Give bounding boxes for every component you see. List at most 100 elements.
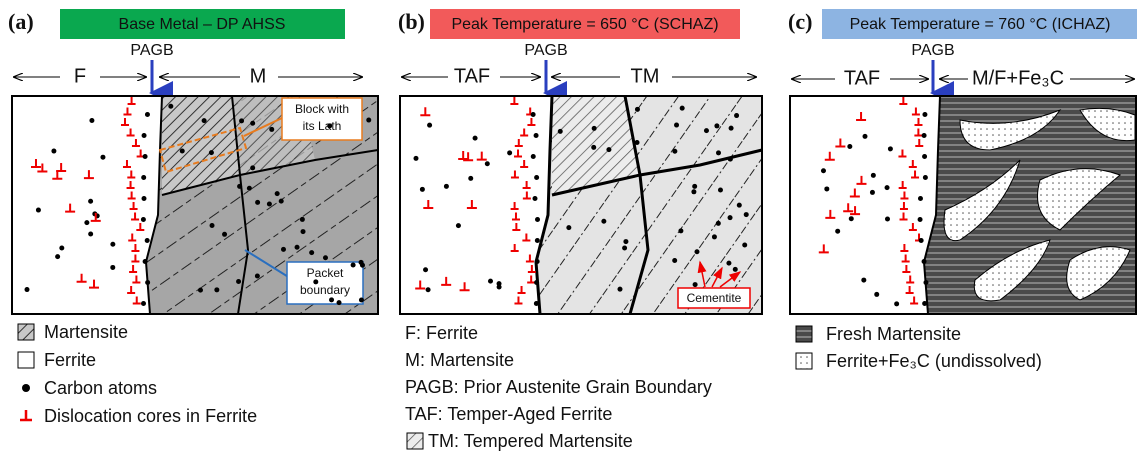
carbon-atom — [728, 215, 733, 220]
carbon-atom — [110, 265, 115, 270]
callout: Packet — [307, 266, 344, 280]
legend-label: Martensite — [44, 322, 128, 342]
carbon-atom — [617, 287, 622, 292]
carbon-atom — [737, 203, 742, 208]
legend-label: M: Martensite — [405, 350, 514, 370]
zone-label: M — [250, 65, 267, 87]
carbon-atom — [824, 186, 829, 191]
carbon-atom — [255, 273, 260, 278]
legend-label: Fresh Martensite — [826, 324, 961, 344]
zone-label: M/F+Fe₃C — [972, 67, 1064, 89]
carbon-atom — [716, 221, 721, 226]
legend-icon — [22, 384, 30, 392]
carbon-atom — [143, 154, 148, 159]
carbon-atom — [870, 190, 875, 195]
carbon-atom — [141, 175, 146, 180]
carbon-atom — [635, 140, 640, 145]
carbon-atom — [535, 238, 540, 243]
carbon-atom — [427, 123, 432, 128]
legend-icon — [20, 410, 32, 420]
carbon-atom — [51, 149, 56, 154]
carbon-atom — [849, 216, 854, 221]
carbon-atom — [592, 126, 597, 131]
carbon-atom — [922, 301, 927, 306]
carbon-atom — [237, 184, 242, 189]
zone-label: TM — [631, 65, 660, 87]
carbon-atom — [861, 278, 866, 283]
carbon-atom — [535, 259, 540, 264]
carbon-atom — [601, 219, 606, 224]
carbon-atom — [535, 217, 540, 222]
carbon-atom — [729, 126, 734, 131]
carbon-atom — [531, 112, 536, 117]
pagb-label: PAGB — [911, 42, 954, 59]
carbon-atom — [558, 129, 563, 134]
carbon-atom — [279, 199, 284, 204]
carbon-atom — [507, 150, 512, 155]
carbon-atom — [922, 154, 927, 159]
carbon-atom — [694, 249, 699, 254]
carbon-atom — [25, 287, 30, 292]
carbon-atom — [672, 258, 677, 263]
zone-label: TAF — [454, 65, 490, 87]
carbon-atom — [871, 173, 876, 178]
carbon-atom — [847, 144, 852, 149]
carbon-atom — [301, 229, 306, 234]
legend-icon — [18, 324, 34, 340]
legend-label: PAGB: Prior Austenite Grain Boundary — [405, 377, 712, 397]
panel-label: (b) — [398, 9, 425, 34]
carbon-atom — [141, 301, 146, 306]
carbon-atom — [141, 196, 146, 201]
legend-label: Dislocation cores in Ferrite — [44, 406, 257, 426]
carbon-atom — [313, 279, 318, 284]
carbon-atom — [145, 280, 150, 285]
legend-label: TM: Tempered Martensite — [428, 431, 633, 451]
carbon-atom — [532, 196, 537, 201]
carbon-atom — [329, 297, 334, 302]
carbon-atom — [821, 168, 826, 173]
carbon-atom — [622, 245, 627, 250]
carbon-atom — [145, 238, 150, 243]
callout: Cementite — [687, 291, 742, 305]
carbon-atom — [534, 133, 539, 138]
carbon-atom — [337, 300, 342, 305]
carbon-atom — [680, 106, 685, 111]
carbon-atom — [716, 150, 721, 155]
carbon-atom — [89, 118, 94, 123]
carbon-atom — [250, 121, 255, 126]
carbon-atom — [863, 134, 868, 139]
carbon-atom — [497, 285, 502, 290]
carbon-atom — [714, 123, 719, 128]
carbon-atom — [110, 242, 115, 247]
carbon-atom — [606, 147, 611, 152]
header: Peak Temperature = 650 °C (SCHAZ) — [451, 16, 718, 33]
carbon-atom — [923, 175, 928, 180]
carbon-atom — [691, 189, 696, 194]
carbon-atom — [922, 133, 927, 138]
carbon-atom — [420, 187, 425, 192]
header: Peak Temperature = 760 °C (ICHAZ) — [850, 16, 1111, 33]
carbon-atom — [351, 263, 356, 268]
carbon-atom — [36, 208, 41, 213]
carbon-atom — [835, 229, 840, 234]
carbon-atom — [88, 199, 93, 204]
carbon-atom — [100, 155, 105, 160]
carbon-atom — [534, 301, 539, 306]
callout: boundary — [300, 283, 350, 297]
carbon-atom — [918, 217, 923, 222]
legend-icon — [407, 433, 423, 449]
header: Base Metal – DP AHSS — [119, 16, 286, 33]
carbon-atom — [198, 288, 203, 293]
carbon-atom — [919, 238, 924, 243]
carbon-atom — [168, 104, 173, 109]
pagb-label: PAGB — [130, 42, 173, 59]
legend-icon — [796, 326, 812, 342]
carbon-atom — [281, 247, 286, 252]
legend-label: F: Ferrite — [405, 323, 478, 343]
carbon-atom — [141, 217, 146, 222]
carbon-atom — [742, 242, 747, 247]
legend-label: Ferrite+Fe₃C (undissolved) — [826, 351, 1042, 371]
carbon-atom — [236, 279, 241, 284]
carbon-atom — [591, 145, 596, 150]
carbon-atom — [456, 223, 461, 228]
